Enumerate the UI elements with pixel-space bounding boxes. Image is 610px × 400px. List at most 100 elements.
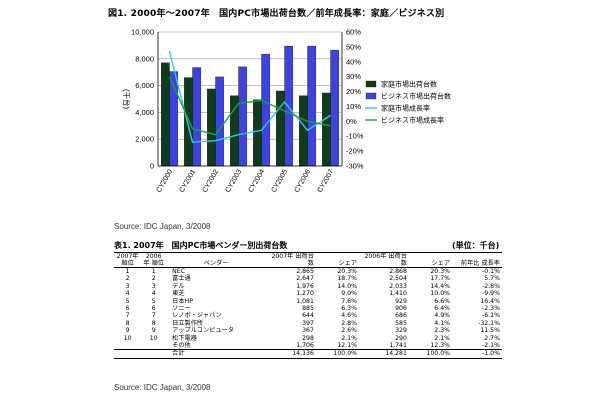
cell-share-2006: 6.6% xyxy=(434,297,451,305)
legend-label: ビジネス市場成長率 xyxy=(381,116,444,125)
y-tick-label: 4,000 xyxy=(135,108,154,117)
header-vendor: ベンダー xyxy=(166,252,266,268)
cell-vendor: デル xyxy=(172,282,185,290)
cell-vendor: レノボ・ジャパン xyxy=(172,312,222,320)
cell-rank-2007: 3 xyxy=(125,282,130,290)
cell-units-2006: 906 xyxy=(395,305,407,313)
cell-rank-2006: 9 xyxy=(151,327,156,335)
table-row: 7 7 レノボ・ジャパン 644 4.6% 686 4.9% -6.1% xyxy=(114,312,502,319)
legend-label: ビジネス市場出荷台数 xyxy=(381,92,451,101)
legend-label: 家庭市場成長率 xyxy=(381,104,430,113)
cell-units-2006: 1,410 xyxy=(389,290,407,298)
table-row: 8 8 日立製作所 397 2.8% 585 4.1% -32.1% xyxy=(114,320,502,327)
bar-home xyxy=(161,62,170,167)
cell-growth: -6.1% xyxy=(482,312,500,320)
cell-units-2007: 1,976 xyxy=(296,282,314,290)
cell-rank-2007: 6 xyxy=(125,305,130,313)
cell-vendor: 日立製作所 xyxy=(172,319,204,327)
cell-growth: -32.1% xyxy=(478,319,500,327)
cell-vendor: その他 xyxy=(172,342,191,350)
cell-rank-2007: 5 xyxy=(125,297,130,305)
cell-units-2007: 885 xyxy=(302,305,314,313)
x-tick-label: CY2005 xyxy=(271,168,290,193)
cell-rank-2007: 2 xyxy=(125,275,130,283)
cell-share-2006: 14.4% xyxy=(430,282,451,290)
bar-business xyxy=(261,53,270,167)
cell-rank-2006: 3 xyxy=(151,282,156,290)
cell-share-2006: 10.0% xyxy=(430,290,451,298)
table-row: 1 1 NEC 2,865 20.3% 2,868 20.3% -0.1% xyxy=(114,268,502,276)
cell-rank-2007: 4 xyxy=(125,290,130,298)
cell-rank-2007: 7 xyxy=(125,312,130,320)
cell-share-2007: 12.1% xyxy=(337,342,358,350)
y-tick-label: 10,000 xyxy=(131,28,154,37)
cell-rank-2007 xyxy=(114,349,142,359)
y2-tick-label: -20% xyxy=(346,147,364,156)
y-tick-label: 2,000 xyxy=(135,135,154,144)
y2-tick-label: 50% xyxy=(346,42,361,51)
chart-source: Source: IDC Japan, 3/2008 xyxy=(114,222,211,231)
cell-rank-2007: 9 xyxy=(125,327,130,335)
x-tick-label: CY2003 xyxy=(225,168,244,193)
cell-growth: 5.7% xyxy=(484,275,500,283)
cell-vendor: ソニー xyxy=(172,305,191,313)
y-tick-label: 8,000 xyxy=(135,54,154,63)
cell-growth: 11.5% xyxy=(480,327,500,335)
cell-units-2007: 14,136 xyxy=(266,349,316,359)
cell-units-2006: 929 xyxy=(395,297,407,305)
cell-share-2006: 4.9% xyxy=(434,312,451,320)
cell-rank-2007: 8 xyxy=(125,319,130,327)
cell-rank-2006 xyxy=(141,349,167,359)
cell-rank-2006: 1 xyxy=(151,268,156,275)
cell-units-2007: 367 xyxy=(302,327,314,335)
table-row: 3 3 デル 1,976 14.0% 2,033 14.4% -2.8% xyxy=(114,283,502,290)
cell-rank-2006: 4 xyxy=(151,290,156,298)
cell-share-2006: 6.4% xyxy=(434,305,451,313)
cell-growth: -2.8% xyxy=(482,282,500,290)
table-row: 10 10 松下電器 298 2.1% 290 2.1% 2.7% xyxy=(114,335,502,342)
cell-growth: 2.7% xyxy=(484,334,500,342)
cell-units-2007: 397 xyxy=(302,319,314,327)
y-tick-label: 0 xyxy=(150,162,154,171)
cell-rank-2006: 2 xyxy=(151,275,156,283)
cell-vendor: アップルコンピュータ xyxy=(172,327,234,335)
table-row: 6 6 ソニー 885 6.3% 906 6.4% -2.3% xyxy=(114,305,502,312)
cell-share-2007: 14.0% xyxy=(337,282,358,290)
y-tick-label: 6,000 xyxy=(135,81,154,90)
bar-home xyxy=(322,92,331,167)
cell-units-2006: 686 xyxy=(395,312,407,320)
cell-vendor: 合計 xyxy=(166,349,266,359)
bar-business xyxy=(307,45,316,167)
cell-units-2006: 14,281 xyxy=(359,349,409,359)
bar-home xyxy=(299,95,308,167)
table-unit: (単位：千台) xyxy=(452,241,500,250)
cell-share-2007: 4.6% xyxy=(341,312,358,320)
cell-share-2006: 2.3% xyxy=(434,327,451,335)
y2-tick-label: 60% xyxy=(346,28,361,37)
cell-share-2006: 100.0% xyxy=(408,349,453,359)
cell-growth: -0.1% xyxy=(482,268,500,275)
cell-rank-2006: 7 xyxy=(151,312,156,320)
bar-home xyxy=(184,77,193,167)
cell-growth: -1.0% xyxy=(452,349,502,359)
cell-rank-2007 xyxy=(114,342,141,350)
legend-swatch xyxy=(365,92,377,100)
cell-units-2007: 1,270 xyxy=(296,290,314,298)
y2-tick-label: 30% xyxy=(346,72,361,81)
table-row: その他 1,706 12.1% 1,741 12.3% -2.1% xyxy=(114,342,502,350)
cell-rank-2006: 8 xyxy=(151,319,156,327)
cell-rank-2006: 5 xyxy=(151,297,156,305)
header-rank-2006: 2006年 順位 xyxy=(141,252,167,268)
line-home-growth xyxy=(168,51,331,143)
x-tick-label: CY2002 xyxy=(202,168,221,193)
table-title: 表1. 2007年 国内PC市場ベンダー別出荷台数 xyxy=(114,241,288,250)
cell-vendor: 松下電器 xyxy=(172,334,197,342)
table-row: 4 4 東芝 1,270 9.0% 1,410 10.0% -9.9% xyxy=(114,290,502,297)
header-share-2006: シェア xyxy=(408,252,453,268)
table-body: 1 1 NEC 2,865 20.3% 2,868 20.3% -0.1% 2 2 富士通 2,647… xyxy=(114,268,502,359)
y2-tick-label: -10% xyxy=(346,132,364,141)
table-row: 2 2 富士通 2,647 18.7% 2,504 17.7% 5.7% xyxy=(114,275,502,282)
cell-vendor: NEC xyxy=(172,268,186,275)
table-total-row: 合計 14,136 100.0% 14,281 100.0% -1.0% xyxy=(114,349,502,359)
cell-rank-2006 xyxy=(141,342,166,350)
